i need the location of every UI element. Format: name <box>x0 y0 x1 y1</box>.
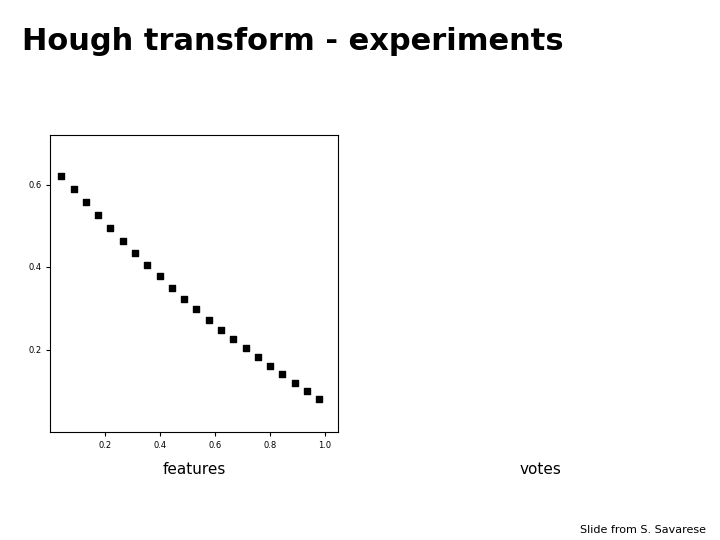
Point <box>166 284 178 292</box>
Point <box>276 370 288 379</box>
Point <box>92 211 104 220</box>
Point <box>264 362 276 370</box>
Point <box>80 198 91 207</box>
Point <box>104 224 116 232</box>
Point <box>215 325 227 334</box>
Point <box>142 260 153 269</box>
Text: Hough transform - experiments: Hough transform - experiments <box>22 27 563 56</box>
Point <box>313 395 325 403</box>
Point <box>252 353 264 361</box>
Point <box>228 335 239 343</box>
Point <box>203 315 215 324</box>
Point <box>130 248 141 257</box>
Point <box>154 272 166 281</box>
Text: Slide from S. Savarese: Slide from S. Savarese <box>580 524 706 535</box>
Point <box>240 344 251 353</box>
Point <box>179 294 190 303</box>
Point <box>55 172 67 180</box>
Point <box>301 387 312 395</box>
Point <box>289 379 300 387</box>
Point <box>191 305 202 314</box>
Text: votes: votes <box>519 462 561 477</box>
Point <box>117 236 128 245</box>
Point <box>68 185 79 194</box>
Text: features: features <box>163 462 226 477</box>
